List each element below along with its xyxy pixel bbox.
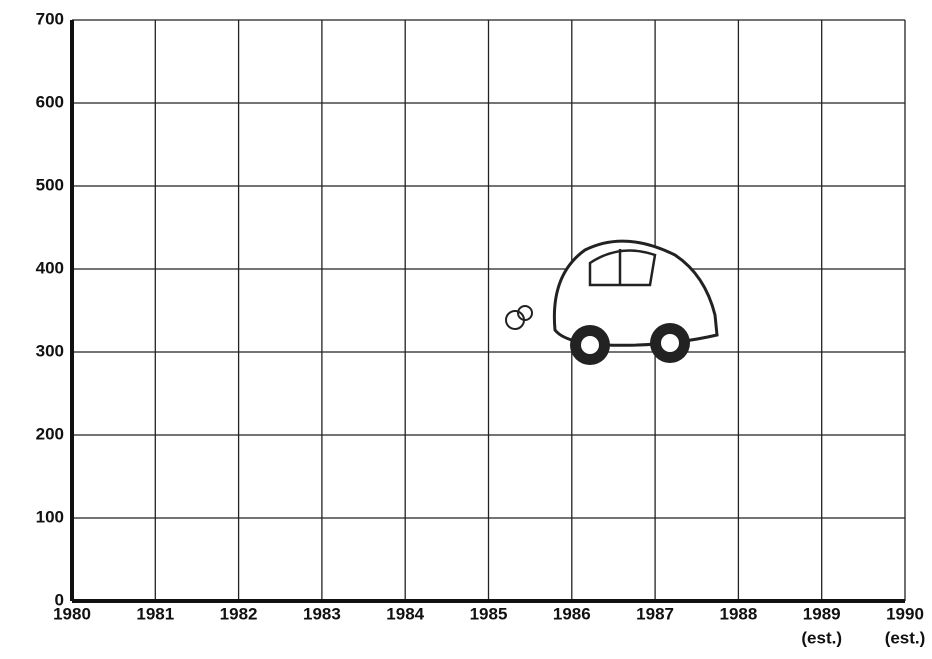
x-tick-label: 1985 <box>470 604 508 623</box>
y-tick-label: 500 <box>36 175 64 194</box>
x-tick-label: 1983 <box>303 604 341 623</box>
x-tick-label: 1987 <box>636 604 674 623</box>
x-tick-label: 1986 <box>553 604 591 623</box>
y-tick-label: 600 <box>36 92 64 111</box>
x-tick-note: (est.) <box>885 628 926 647</box>
car-illustration <box>505 239 719 365</box>
y-tick-label: 0 <box>55 590 64 609</box>
x-tick-note: (est.) <box>801 628 842 647</box>
x-tick-label: 1982 <box>220 604 258 623</box>
y-tick-label: 200 <box>36 424 64 443</box>
x-tick-label: 1988 <box>719 604 757 623</box>
x-tick-label: 1990 <box>886 604 924 623</box>
x-tick-label: 1984 <box>386 604 424 623</box>
y-tick-label: 700 <box>36 9 64 28</box>
y-tick-label: 400 <box>36 258 64 277</box>
x-tick-label: 1989 <box>803 604 841 623</box>
y-tick-label: 100 <box>36 507 64 526</box>
y-tick-label: 300 <box>36 341 64 360</box>
x-tick-label: 1981 <box>136 604 174 623</box>
x-tick-label: 1980 <box>53 604 91 623</box>
